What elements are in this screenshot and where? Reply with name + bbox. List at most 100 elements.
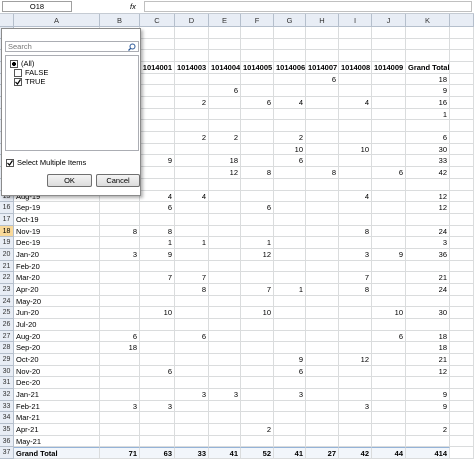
cell[interactable] <box>241 354 274 366</box>
cell[interactable] <box>140 143 175 156</box>
cell[interactable] <box>450 50 474 63</box>
cell[interactable]: 6 <box>406 132 450 144</box>
cell[interactable] <box>339 85 372 98</box>
cell[interactable]: 3 <box>339 400 372 413</box>
cell[interactable] <box>339 365 372 378</box>
column-header[interactable]: I <box>339 14 372 27</box>
cell[interactable]: 6 <box>274 365 306 378</box>
cell[interactable] <box>274 435 306 448</box>
column-header[interactable]: H <box>306 14 339 27</box>
cell[interactable]: 27 <box>306 447 339 460</box>
cell[interactable]: 41 <box>209 447 241 460</box>
cell[interactable]: 414 <box>406 447 450 460</box>
cell[interactable] <box>306 97 339 109</box>
cell[interactable] <box>274 400 306 413</box>
cell[interactable] <box>450 272 474 284</box>
cell[interactable] <box>450 307 474 319</box>
cell[interactable] <box>306 202 339 214</box>
cell[interactable]: 21 <box>406 354 450 366</box>
checkbox[interactable] <box>6 159 14 168</box>
cell[interactable] <box>175 307 209 319</box>
cell[interactable] <box>209 237 241 249</box>
cell[interactable] <box>274 248 306 261</box>
cell[interactable]: 12 <box>406 202 450 214</box>
cell[interactable] <box>306 38 339 51</box>
cell[interactable] <box>140 213 175 226</box>
cell[interactable] <box>274 120 306 133</box>
cell[interactable] <box>100 412 140 425</box>
cell[interactable] <box>241 389 274 401</box>
cell[interactable] <box>140 389 175 401</box>
cell[interactable] <box>372 202 406 214</box>
cell[interactable] <box>241 178 274 191</box>
cell[interactable]: 2 <box>175 132 209 144</box>
cell[interactable]: 41 <box>274 447 306 460</box>
cell[interactable] <box>175 412 209 425</box>
cell[interactable] <box>274 167 306 179</box>
cell[interactable] <box>450 447 474 460</box>
cell[interactable] <box>100 272 140 284</box>
cell[interactable] <box>306 120 339 133</box>
cell[interactable] <box>406 377 450 390</box>
cell[interactable] <box>450 38 474 51</box>
cell[interactable] <box>450 225 474 238</box>
cell[interactable]: 4 <box>140 190 175 203</box>
cell[interactable] <box>274 27 306 39</box>
cell[interactable] <box>175 295 209 308</box>
cell[interactable]: 63 <box>140 447 175 460</box>
cell[interactable] <box>140 412 175 425</box>
cell[interactable] <box>450 62 474 74</box>
cell[interactable] <box>372 108 406 121</box>
cell[interactable] <box>339 389 372 401</box>
cell[interactable]: Mar-21 <box>14 412 100 425</box>
cell[interactable] <box>241 272 274 284</box>
cell[interactable] <box>140 167 175 179</box>
filter-item[interactable]: FALSE <box>14 68 138 78</box>
cell[interactable] <box>372 365 406 378</box>
cell[interactable] <box>241 85 274 98</box>
cell[interactable] <box>241 38 274 51</box>
cell[interactable] <box>274 295 306 308</box>
cell[interactable]: 6 <box>241 202 274 214</box>
cell[interactable]: 44 <box>372 447 406 460</box>
cell[interactable]: 12 <box>406 190 450 203</box>
cell[interactable] <box>372 213 406 226</box>
cell[interactable] <box>241 412 274 425</box>
cell[interactable] <box>140 260 175 273</box>
cell[interactable]: 1014009 <box>372 62 406 74</box>
cell[interactable] <box>372 354 406 366</box>
cell[interactable] <box>450 283 474 296</box>
cell[interactable]: 1 <box>241 237 274 249</box>
cell[interactable]: 1014007 <box>306 62 339 74</box>
cell[interactable] <box>372 73 406 86</box>
cell[interactable]: 3 <box>140 400 175 413</box>
cell[interactable] <box>339 73 372 86</box>
cell[interactable]: 6 <box>306 73 339 86</box>
cell[interactable]: 16 <box>406 97 450 109</box>
cell[interactable] <box>175 319 209 331</box>
cell[interactable] <box>372 435 406 448</box>
cell[interactable] <box>241 132 274 144</box>
name-box[interactable]: O18 <box>2 1 72 12</box>
cell[interactable]: 1014006 <box>274 62 306 74</box>
cell[interactable] <box>339 260 372 273</box>
cell[interactable] <box>450 27 474 39</box>
cell[interactable]: Nov-19 <box>14 225 100 238</box>
cell[interactable]: 6 <box>100 330 140 343</box>
row-header[interactable]: 20 <box>0 248 14 261</box>
cell[interactable] <box>339 38 372 51</box>
cell[interactable]: 12 <box>406 365 450 378</box>
cell[interactable] <box>306 85 339 98</box>
cell[interactable] <box>372 85 406 98</box>
column-header[interactable]: F <box>241 14 274 27</box>
cell[interactable] <box>274 272 306 284</box>
row-header[interactable]: 25 <box>0 307 14 319</box>
cell[interactable] <box>372 97 406 109</box>
cell[interactable]: 6 <box>372 330 406 343</box>
cell[interactable] <box>241 27 274 39</box>
cell[interactable] <box>339 202 372 214</box>
cell[interactable] <box>140 50 175 63</box>
cell[interactable]: 7 <box>175 272 209 284</box>
cell[interactable] <box>140 97 175 109</box>
cell[interactable] <box>450 73 474 86</box>
